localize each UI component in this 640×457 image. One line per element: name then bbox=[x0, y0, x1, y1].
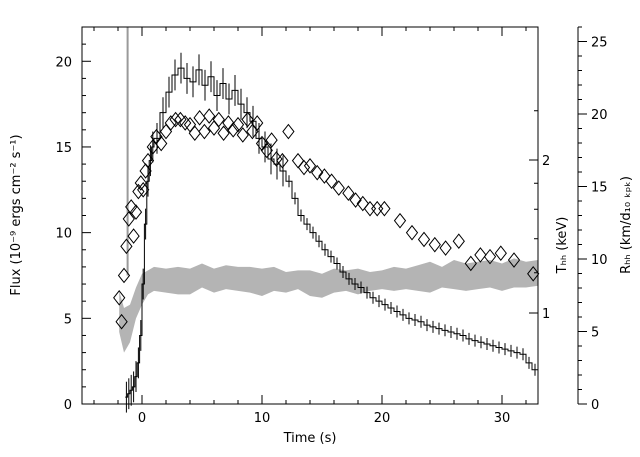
temperature-point bbox=[371, 200, 384, 217]
y-axis-label-radius: Rₕₕ (km/d₁₀ ₖₚₖ) bbox=[619, 176, 634, 274]
y-axis-label-temperature: Tₕₕ (keV) bbox=[555, 217, 570, 275]
temperature-point bbox=[527, 265, 540, 282]
flux-tick-label: 10 bbox=[55, 227, 72, 242]
flux-series-layer bbox=[125, 52, 538, 413]
temperature-point bbox=[141, 152, 155, 169]
temperature-point bbox=[127, 228, 140, 244]
temperature-point bbox=[129, 204, 143, 220]
temperature-point bbox=[115, 313, 128, 330]
temperature-point bbox=[291, 152, 305, 169]
flux-tick-label: 0 bbox=[64, 398, 72, 413]
temperature-point bbox=[251, 115, 264, 131]
flux-tick-label: 15 bbox=[55, 141, 72, 156]
x-tick-label: 0 bbox=[138, 411, 146, 426]
temperature-point bbox=[393, 212, 407, 229]
temperature-point bbox=[155, 135, 168, 152]
temperature-point bbox=[120, 238, 133, 255]
temperature-point bbox=[363, 200, 377, 217]
temperature-point bbox=[236, 127, 249, 143]
temperature-point bbox=[325, 173, 338, 190]
radius-band bbox=[119, 258, 538, 353]
y-axis-label-flux: Flux (10⁻⁹ ergs cm⁻² s⁻¹) bbox=[9, 134, 24, 295]
x-tick-label: 10 bbox=[254, 411, 271, 426]
temperature-point bbox=[405, 224, 419, 241]
temperature-point bbox=[164, 115, 177, 131]
radius-band-layer bbox=[119, 258, 538, 353]
x-tick-label: 30 bbox=[494, 411, 511, 426]
temperature-point bbox=[282, 123, 295, 140]
temperature-point bbox=[428, 236, 441, 253]
temperature-point bbox=[417, 231, 431, 248]
temperature-point bbox=[260, 142, 273, 159]
temperature-point bbox=[342, 185, 355, 202]
temperature-series-layer bbox=[113, 108, 540, 330]
temperature-point bbox=[241, 111, 254, 128]
temperature-point bbox=[452, 233, 465, 250]
radius-tick-label: 15 bbox=[591, 181, 608, 196]
flux-tick-label: 20 bbox=[55, 55, 72, 70]
temperature-point bbox=[198, 123, 211, 140]
temperature-point bbox=[311, 164, 324, 181]
radius-tick-label: 0 bbox=[591, 398, 599, 413]
temperature-point bbox=[139, 163, 152, 179]
temperature-point bbox=[265, 132, 278, 148]
temperature-point bbox=[113, 289, 126, 306]
flux-tick-label: 5 bbox=[64, 312, 72, 327]
temperature-point bbox=[169, 111, 182, 128]
radius-tick-label: 25 bbox=[591, 36, 608, 51]
temperature-point bbox=[356, 195, 369, 212]
temperature-point bbox=[276, 152, 289, 169]
temperature-point bbox=[303, 157, 317, 174]
temperature-point bbox=[122, 211, 135, 227]
temperature-point bbox=[203, 108, 216, 124]
radius-tick-label: 10 bbox=[591, 253, 608, 268]
temperature-point bbox=[349, 192, 362, 208]
temperature-point bbox=[227, 122, 240, 138]
temperature-point bbox=[188, 125, 201, 142]
temperature-point bbox=[483, 248, 497, 265]
temperature-point bbox=[439, 240, 452, 256]
temperature-point bbox=[212, 111, 225, 128]
temperature-point bbox=[231, 116, 245, 133]
temperature-point bbox=[125, 199, 138, 215]
temperature-point bbox=[378, 200, 391, 217]
radius-tick-label: 5 bbox=[591, 326, 599, 341]
temperature-point bbox=[507, 252, 521, 268]
temperature-tick-label: 1 bbox=[542, 307, 550, 322]
plot-frame bbox=[81, 26, 539, 405]
temperature-point bbox=[297, 159, 311, 176]
temperature-point bbox=[193, 110, 206, 126]
temperature-point bbox=[134, 175, 147, 191]
temperature-point bbox=[132, 183, 145, 200]
temperature-point bbox=[474, 247, 487, 263]
radius-tick-label: 20 bbox=[591, 108, 608, 123]
temperature-point bbox=[117, 267, 131, 284]
temperature-point bbox=[464, 255, 477, 272]
temperature-point bbox=[332, 180, 345, 196]
temperature-point bbox=[217, 125, 230, 142]
temperature-tick-label: 2 bbox=[542, 154, 550, 169]
temperature-point bbox=[494, 245, 507, 262]
flux-histogram bbox=[125, 67, 538, 398]
x-tick-label: 20 bbox=[374, 411, 391, 426]
temperature-point bbox=[318, 168, 331, 184]
temperature-point bbox=[137, 181, 150, 198]
x-axis-label: Time (s) bbox=[283, 431, 337, 446]
temperature-point bbox=[179, 115, 192, 131]
